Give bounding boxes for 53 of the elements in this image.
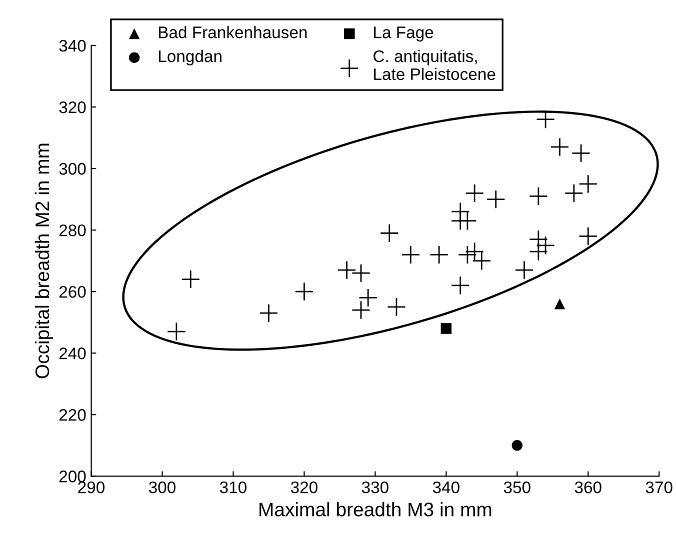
point bbox=[401, 245, 420, 264]
y-axis-title: Occipital breadth M2 in mm bbox=[34, 144, 54, 378]
point bbox=[430, 245, 449, 264]
point bbox=[386, 297, 406, 316]
x-tick-label: 360 bbox=[574, 481, 602, 494]
x-tick-label: 320 bbox=[290, 481, 318, 494]
y-tick-label: 200 bbox=[59, 470, 86, 482]
x-tick-label: 310 bbox=[220, 481, 246, 494]
point bbox=[166, 322, 186, 342]
point bbox=[514, 260, 534, 280]
point bbox=[554, 298, 566, 310]
x-tick-label: 340 bbox=[432, 481, 460, 494]
point bbox=[564, 184, 584, 203]
y-tick-label: 320 bbox=[59, 101, 86, 114]
point bbox=[450, 276, 470, 295]
x-axis-title: Maximal breadth M3 in mm bbox=[260, 502, 492, 516]
y-tick-label: 220 bbox=[59, 409, 86, 421]
point bbox=[512, 440, 523, 451]
legend-label: La Fage bbox=[374, 26, 434, 42]
point bbox=[578, 226, 598, 246]
point bbox=[536, 110, 556, 129]
point bbox=[352, 300, 370, 320]
point bbox=[337, 260, 356, 280]
point bbox=[578, 174, 598, 194]
legend-label: Bad Frankenhausen bbox=[158, 26, 307, 38]
point bbox=[440, 323, 452, 334]
point bbox=[380, 224, 399, 243]
point bbox=[181, 270, 200, 289]
point bbox=[458, 211, 477, 230]
x-tick-label: 350 bbox=[504, 481, 530, 494]
y-tick-label: 280 bbox=[59, 224, 86, 236]
x-tick-label: 300 bbox=[148, 481, 176, 494]
point bbox=[259, 304, 278, 323]
y-tick-label: 300 bbox=[59, 162, 86, 175]
legend-label: C. antiquitatis, Late Pleistocene bbox=[374, 50, 496, 80]
x-tick-label: 370 bbox=[646, 481, 672, 494]
point bbox=[358, 288, 378, 308]
point bbox=[472, 251, 492, 270]
point bbox=[572, 144, 590, 163]
point bbox=[550, 138, 570, 156]
point bbox=[465, 242, 484, 262]
point bbox=[294, 282, 314, 302]
point bbox=[486, 190, 506, 209]
y-tick-label: 340 bbox=[59, 40, 86, 52]
y-tick-label: 260 bbox=[59, 286, 86, 298]
x-tick-label: 330 bbox=[362, 481, 388, 494]
point bbox=[352, 264, 370, 283]
point bbox=[465, 184, 484, 203]
point bbox=[528, 186, 548, 206]
y-tick-label: 240 bbox=[59, 348, 86, 360]
point bbox=[458, 245, 477, 264]
legend-label: Longdan bbox=[158, 50, 222, 66]
x-tick-label: 290 bbox=[78, 481, 105, 494]
